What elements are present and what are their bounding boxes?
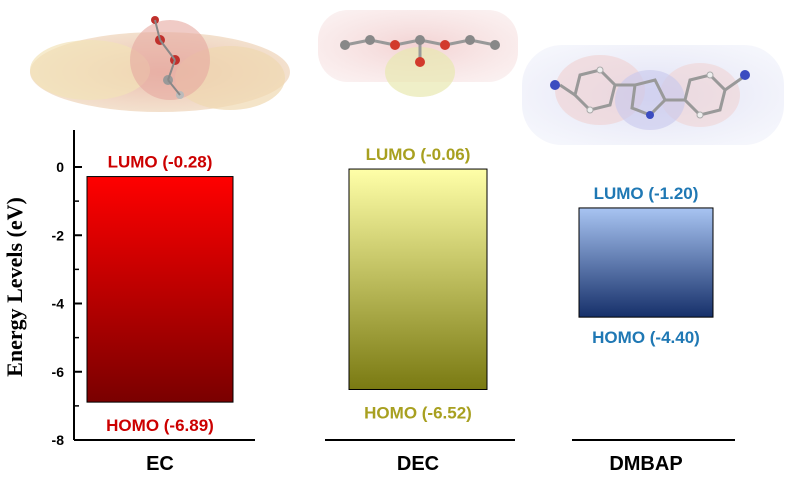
lumo-label: LUMO (-0.28) (108, 153, 213, 172)
y-axis-title: Energy Levels (eV) (2, 197, 27, 377)
y-tick-label: -8 (52, 432, 65, 448)
lumo-label: LUMO (-1.20) (594, 184, 699, 203)
homo-label: HOMO (-6.52) (364, 403, 472, 422)
homo-label: HOMO (-4.40) (592, 328, 700, 347)
y-tick-label: -2 (52, 227, 65, 243)
homo-label: HOMO (-6.89) (106, 416, 214, 435)
y-tick-label: -4 (52, 296, 65, 312)
y-tick-label: 0 (56, 159, 64, 175)
y-tick-label: -6 (52, 364, 65, 380)
category-label: DMBAP (609, 453, 682, 475)
dec-molecule-image (318, 10, 518, 97)
dmbap-molecule-image (522, 45, 784, 145)
bar-ec (86, 176, 234, 403)
category-label: EC (146, 453, 174, 475)
lumo-label: LUMO (-0.06) (366, 145, 471, 164)
ec-molecule-image (30, 16, 290, 112)
bar-dmbap (578, 207, 714, 318)
bar-dec (348, 168, 488, 390)
category-label: DEC (397, 453, 439, 475)
